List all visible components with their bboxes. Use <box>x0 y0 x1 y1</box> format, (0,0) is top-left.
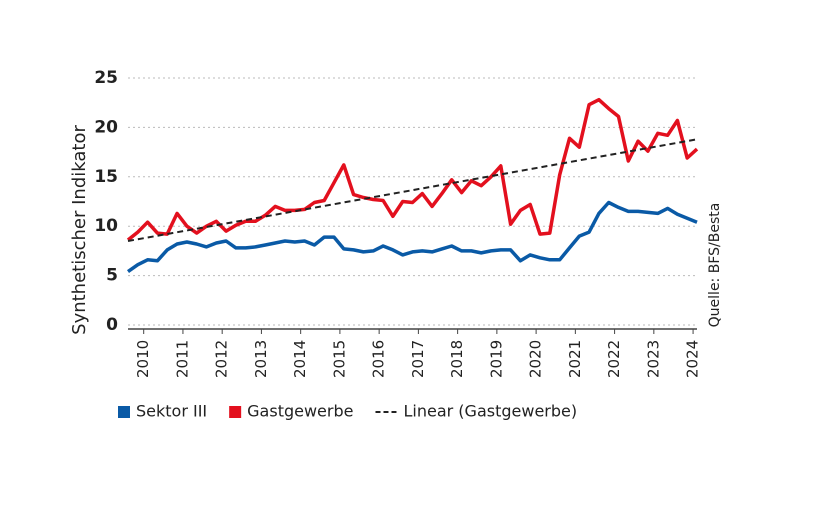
y-axis-label: Synthetischer Indikator <box>69 125 90 335</box>
x-tick-label: 2013 <box>252 340 270 378</box>
x-tick-label: 2017 <box>409 340 427 378</box>
y-tick-label: 0 <box>106 315 118 335</box>
x-tick-label: 2020 <box>527 340 545 378</box>
source-note: Quelle: BFS/Besta <box>707 203 723 328</box>
x-tick-label: 2019 <box>487 340 505 378</box>
trend-line <box>127 138 698 242</box>
x-tick-label: 2021 <box>566 340 584 378</box>
x-tick-label: 2014 <box>291 340 309 378</box>
x-tick-label: 2023 <box>644 340 662 378</box>
legend-label: Linear (Gastgewerbe) <box>403 402 577 421</box>
data-line <box>126 200 698 274</box>
x-tick-label: 2016 <box>370 340 388 378</box>
x-tick-label: 2024 <box>684 340 702 378</box>
y-tick-label: 20 <box>94 117 118 137</box>
x-tick-label: 2011 <box>173 340 191 378</box>
x-tick-label: 2012 <box>213 340 231 378</box>
y-tick-label: 5 <box>106 266 118 286</box>
legend-label: Sektor III <box>136 402 207 421</box>
y-tick-label: 15 <box>94 167 118 187</box>
x-tick-label: 2010 <box>134 340 152 378</box>
data-line <box>126 97 699 242</box>
x-tick-label: 2018 <box>448 340 466 378</box>
y-tick-label: 10 <box>94 216 118 236</box>
legend-label: Gastgewerbe <box>247 402 353 421</box>
x-tick-label: 2015 <box>330 340 348 378</box>
x-tick-label: 2022 <box>605 340 623 378</box>
legend-swatch <box>229 406 242 418</box>
legend-swatch <box>118 406 130 418</box>
y-tick-label: 25 <box>94 68 118 88</box>
